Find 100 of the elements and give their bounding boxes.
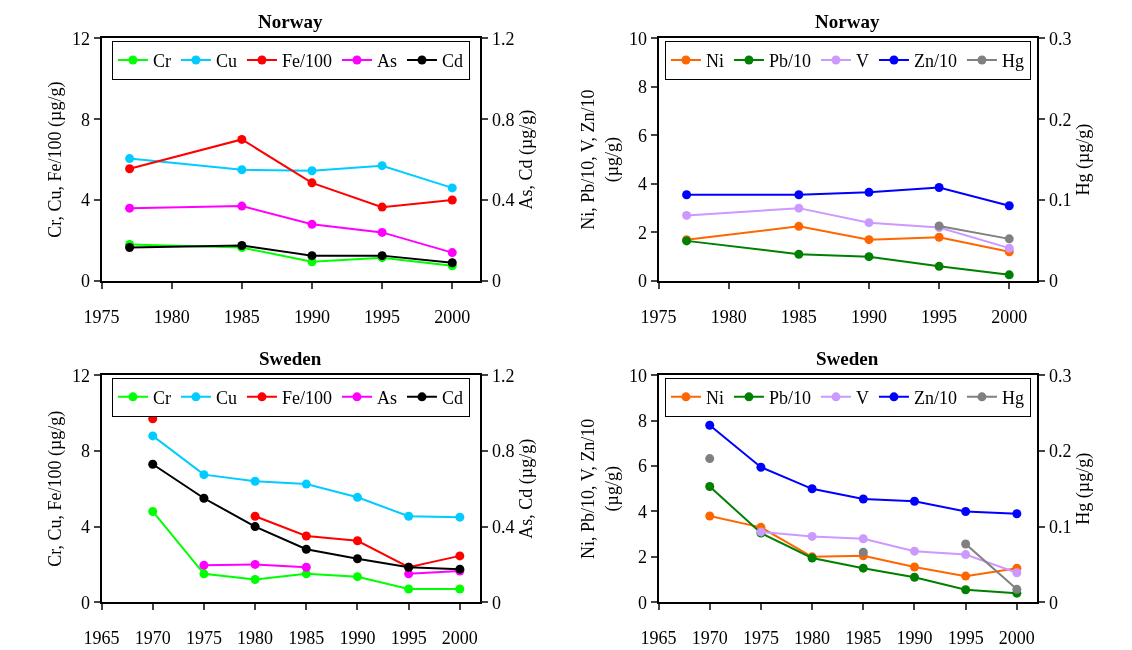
point [352, 536, 362, 546]
y2-tick-label: 0 [491, 592, 501, 613]
x-tick-label: 2000 [434, 306, 471, 327]
point [447, 183, 457, 193]
point [404, 584, 414, 594]
y-tick-label: 8 [80, 109, 90, 130]
y2-tick-label: 0.1 [1048, 516, 1072, 537]
point [864, 252, 874, 262]
point [447, 248, 457, 258]
y2-tick-label: 0.2 [1048, 109, 1072, 130]
point [352, 572, 362, 582]
point [909, 496, 919, 506]
y-tick-label: 12 [71, 365, 90, 386]
point [307, 251, 317, 261]
point [858, 534, 868, 544]
point [934, 232, 944, 242]
point [682, 190, 692, 200]
x-tick-label: 1980 [237, 627, 274, 648]
legend-label: Ni [705, 387, 724, 408]
point [148, 506, 158, 516]
y-tick-label: 6 [637, 125, 647, 146]
y-axis-title: Cr, Cu, Fe/100 (µg/g) [44, 410, 66, 567]
point [199, 569, 209, 579]
y-tick-label: 8 [637, 411, 647, 432]
y-tick-label: 4 [80, 516, 90, 537]
point [377, 202, 387, 212]
y-axis-title: Cr, Cu, Fe/100 (µg/g) [44, 81, 66, 238]
point [794, 249, 804, 259]
y-tick-label: 8 [80, 441, 90, 462]
point [307, 178, 317, 188]
point [307, 166, 317, 176]
chart-title: Norway [258, 11, 323, 32]
point [352, 554, 362, 564]
legend-label: V [855, 51, 869, 71]
point [148, 459, 158, 469]
x-tick-label: 2000 [441, 627, 478, 648]
y2-tick-label: 0.4 [491, 516, 515, 537]
point [250, 511, 260, 521]
point [858, 494, 868, 504]
point [909, 546, 919, 556]
point [864, 187, 874, 197]
legend-label: Ni [705, 51, 724, 71]
x-tick-label: 1980 [794, 627, 831, 648]
point [756, 462, 766, 472]
point [250, 559, 260, 569]
point [961, 571, 971, 581]
point [199, 470, 209, 480]
point [1004, 243, 1014, 253]
y-tick-label: 0 [80, 592, 90, 613]
y-tick-label: 6 [637, 456, 647, 477]
point [301, 544, 311, 554]
legend-label: Cr [152, 51, 171, 71]
y2-tick-label: 0.2 [1048, 441, 1072, 462]
point [377, 227, 387, 237]
y-tick-label: 8 [637, 77, 647, 98]
point [934, 261, 944, 271]
x-tick-label: 1990 [339, 627, 376, 648]
x-tick-label: 1995 [364, 306, 401, 327]
point [301, 479, 311, 489]
legend-label: Cr [152, 387, 171, 408]
y-tick-label: 0 [637, 592, 647, 613]
legend-label: Cu [215, 387, 237, 408]
point [1012, 568, 1022, 578]
point [705, 482, 715, 492]
x-tick-label: 2000 [991, 306, 1028, 327]
x-tick-label: 2000 [998, 627, 1035, 648]
point [705, 420, 715, 430]
x-tick-label: 1985 [223, 306, 260, 327]
legend-label: Hg [1001, 51, 1024, 71]
x-tick-label: 1970 [134, 627, 171, 648]
y2-tick-label: 0 [491, 271, 501, 292]
x-tick-label: 1980 [153, 306, 190, 327]
x-tick-label: 1965 [83, 627, 120, 648]
legend-label: Fe/100 [281, 387, 332, 408]
y2-tick-label: 0 [1048, 592, 1058, 613]
point [250, 575, 260, 585]
point [125, 203, 135, 213]
point [1004, 201, 1014, 211]
chart-title: Sweden [259, 348, 322, 369]
point [909, 572, 919, 582]
y-tick-label: 10 [628, 28, 647, 49]
legend-label: As [376, 51, 397, 71]
point [455, 551, 465, 561]
point [961, 506, 971, 516]
point [1012, 584, 1022, 594]
point [934, 183, 944, 193]
x-tick-label: 1995 [921, 306, 958, 327]
point [301, 562, 311, 572]
y-axis-title: Ni, Pb/10, V, Zn/10 (µg/g) [578, 418, 623, 559]
legend-label: Cd [441, 51, 463, 71]
point [705, 511, 715, 521]
x-tick-label: 1985 [288, 627, 325, 648]
point [858, 547, 868, 557]
x-tick-label: 1980 [710, 306, 747, 327]
x-tick-label: 1975 [83, 306, 120, 327]
point [961, 550, 971, 560]
y2-axis-title: As, Cd (µg/g) [516, 109, 538, 210]
point [705, 454, 715, 464]
y2-tick-label: 0.1 [1048, 190, 1072, 211]
y-tick-label: 12 [71, 28, 90, 49]
